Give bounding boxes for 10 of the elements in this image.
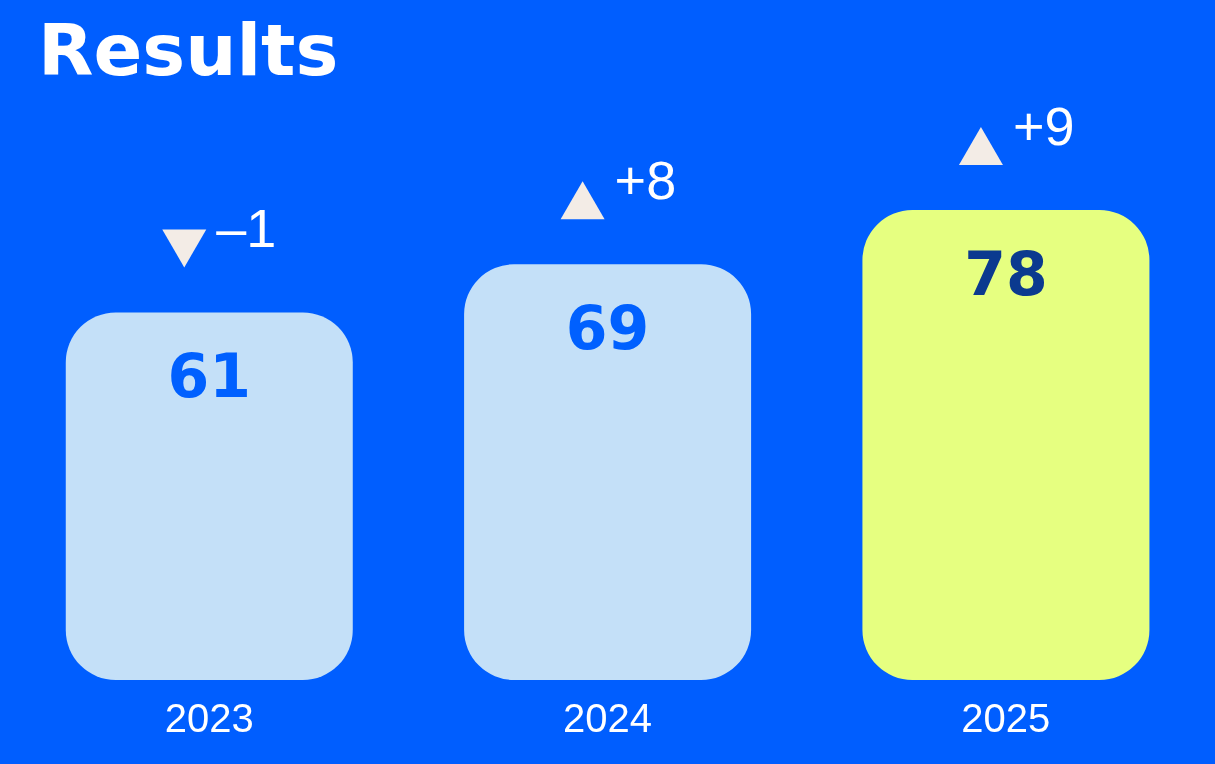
chart-title: Results xyxy=(38,8,339,92)
data-label: 69 xyxy=(565,293,650,364)
data-label: 61 xyxy=(167,341,252,412)
text: +9 xyxy=(1012,96,1075,156)
annotation: +8 xyxy=(614,150,677,211)
x-tick-label: 2023 xyxy=(164,696,254,741)
x-tick-label: 2025 xyxy=(961,696,1051,741)
data-label: 78 xyxy=(964,239,1048,309)
annotation: –1 xyxy=(216,198,277,259)
x-tick-label: 2024 xyxy=(563,696,652,741)
